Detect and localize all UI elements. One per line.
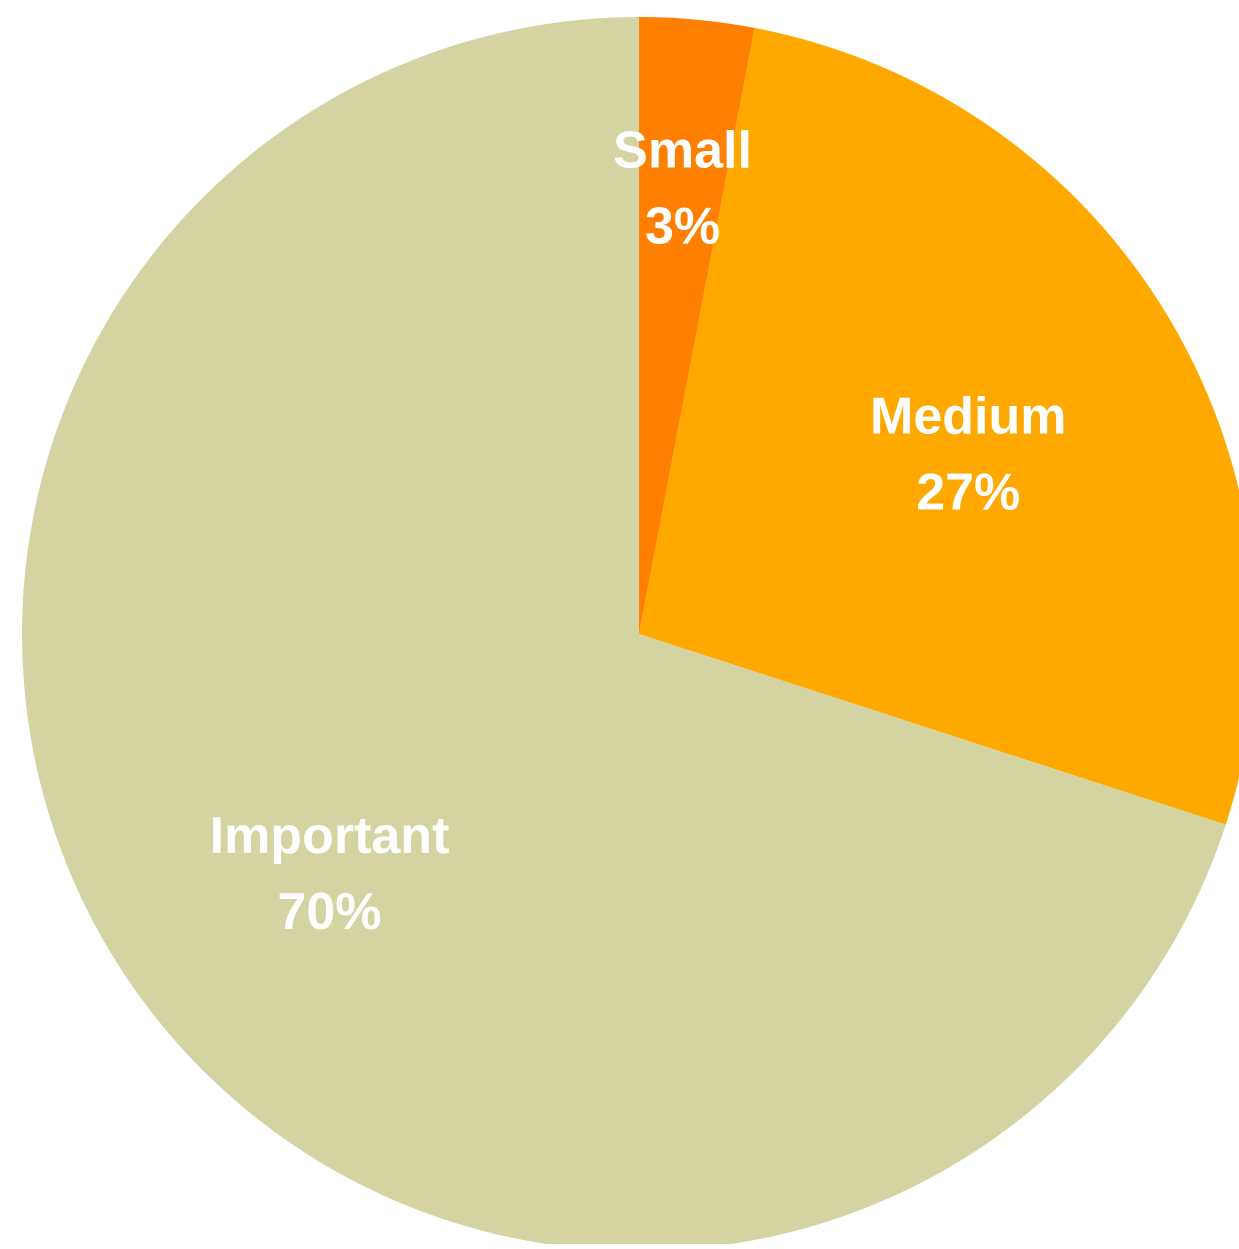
- pie-slice-small: [639, 17, 755, 634]
- slice-label-medium: Medium: [870, 387, 1066, 445]
- pie-slices: [22, 17, 1239, 1249]
- pie-labels: Small 3% Medium 27% Important 70%: [210, 121, 1067, 941]
- slice-label-small: Small: [613, 121, 752, 179]
- pie-slice-medium: [639, 27, 1239, 825]
- slice-value-label-important: 70%: [277, 883, 381, 941]
- pie-slice-important: [22, 17, 1226, 1249]
- slice-value-label-medium: 27%: [916, 463, 1020, 521]
- slice-value-label-small: 3%: [645, 197, 720, 255]
- slice-label-important: Important: [210, 807, 450, 865]
